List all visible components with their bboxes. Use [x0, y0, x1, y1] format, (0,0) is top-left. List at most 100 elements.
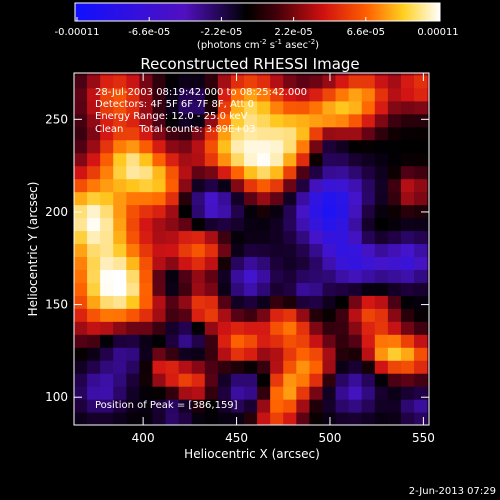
- heatmap-cell: [152, 308, 167, 322]
- heatmap-cell: [270, 204, 284, 219]
- heatmap-cell: [400, 191, 415, 206]
- heatmap-cell: [348, 399, 363, 413]
- annotation-energy-range: Energy Range: 12.0 - 25.0 keV: [95, 111, 248, 122]
- heatmap-cell: [204, 230, 219, 245]
- heatmap-cell: [361, 165, 376, 180]
- heatmap-cell: [361, 360, 376, 374]
- heatmap-cell: [204, 308, 219, 322]
- heatmap-cell: [244, 87, 258, 102]
- heatmap-cell: [100, 295, 114, 309]
- heatmap-cell: [322, 269, 337, 283]
- heatmap-cell: [139, 165, 154, 180]
- heatmap-cell: [427, 360, 429, 374]
- heatmap-cell: [361, 295, 376, 309]
- heatmap-cell: [374, 230, 389, 245]
- heatmap-cell: [152, 347, 167, 361]
- heatmap-cell: [414, 100, 428, 115]
- heatmap-cell: [139, 347, 154, 361]
- annotation-time-range: 28-Jul-2003 08:19:42.000 to 08:25:42.000: [95, 87, 307, 98]
- heatmap-cell: [414, 347, 428, 361]
- heatmap-cell: [283, 87, 297, 102]
- heatmap-cell: [270, 191, 284, 206]
- heatmap-cell: [152, 73, 167, 76]
- heatmap-cell: [361, 373, 376, 387]
- heatmap-cell: [204, 87, 219, 102]
- y-tick-label: 200: [45, 205, 68, 219]
- heatmap-cell: [217, 347, 232, 361]
- heatmap-cell: [230, 321, 245, 335]
- heatmap-cell: [191, 126, 206, 141]
- heatmap-cell: [400, 204, 415, 219]
- heatmap-cell: [361, 191, 376, 206]
- heatmap-cell: [191, 74, 206, 89]
- heatmap-cell: [244, 282, 258, 296]
- heatmap-cell: [283, 217, 297, 232]
- heatmap-cell: [348, 334, 363, 348]
- heatmap-cell: [335, 399, 350, 413]
- heatmap-cell: [348, 152, 363, 167]
- heatmap-cell: [126, 373, 140, 387]
- heatmap-cell: [296, 269, 311, 283]
- heatmap-cell: [400, 165, 415, 180]
- heatmap-cell: [191, 165, 206, 180]
- heatmap-cell: [191, 412, 206, 425]
- heatmap-cell: [152, 113, 167, 128]
- heatmap-cell: [126, 191, 140, 206]
- heatmap-cell: [244, 230, 258, 245]
- heatmap-cell: [283, 74, 297, 89]
- heatmap-cell: [191, 282, 206, 296]
- heatmap-cell: [178, 347, 193, 361]
- heatmap-cell: [322, 321, 337, 335]
- heatmap-cell: [100, 204, 114, 219]
- heatmap-cell: [244, 360, 258, 374]
- heatmap-cell: [191, 178, 206, 193]
- heatmap-cell: [165, 256, 180, 270]
- heatmap-cell: [283, 191, 297, 206]
- heatmap-cell: [244, 295, 258, 309]
- heatmap-cell: [87, 87, 101, 102]
- heatmap-cell: [126, 217, 140, 232]
- heatmap-cell: [414, 282, 428, 296]
- heatmap-cell: [178, 126, 193, 141]
- heatmap-cell: [113, 399, 127, 413]
- heatmap-cell: [257, 100, 271, 115]
- heatmap-cell: [244, 347, 258, 361]
- heatmap-cell: [361, 282, 376, 296]
- heatmap-cell: [296, 295, 311, 309]
- heatmap-cell: [152, 321, 167, 335]
- heatmap-cell: [257, 230, 271, 245]
- heatmap-cell: [178, 191, 193, 206]
- heatmap-cell: [191, 373, 206, 387]
- heatmap-cell: [335, 139, 350, 154]
- heatmap-cell: [296, 217, 311, 232]
- heatmap-cell: [191, 152, 206, 167]
- heatmap-cell: [100, 230, 114, 245]
- heatmap-cell: [427, 347, 429, 361]
- heatmap-cell: [374, 87, 389, 102]
- heatmap-cell: [322, 412, 337, 425]
- heatmap-cell: [191, 256, 206, 270]
- heatmap-cell: [374, 191, 389, 206]
- heatmap-cell: [74, 230, 88, 245]
- heatmap-cell: [309, 230, 324, 245]
- heatmap-cell: [244, 334, 258, 348]
- x-axis-label: Heliocentric X (arcsec): [184, 447, 320, 461]
- heatmap-cell: [322, 100, 337, 115]
- heatmap-cell: [374, 243, 389, 258]
- heatmap-cell: [244, 74, 258, 89]
- heatmap-cell: [139, 126, 154, 141]
- heatmap-cell: [270, 217, 284, 232]
- heatmap-cell: [74, 308, 88, 322]
- heatmap-cell: [100, 256, 114, 270]
- heatmap-cell: [387, 360, 402, 374]
- heatmap-cell: [100, 100, 114, 115]
- heatmap-cell: [400, 126, 415, 141]
- heatmap-cell: [335, 73, 350, 76]
- heatmap-cell: [427, 126, 429, 141]
- heatmap-cell: [270, 87, 284, 102]
- heatmap-cell: [296, 334, 311, 348]
- heatmap-cell: [126, 256, 140, 270]
- heatmap-cell: [322, 113, 337, 128]
- heatmap-cell: [348, 126, 363, 141]
- heatmap-cell: [165, 204, 180, 219]
